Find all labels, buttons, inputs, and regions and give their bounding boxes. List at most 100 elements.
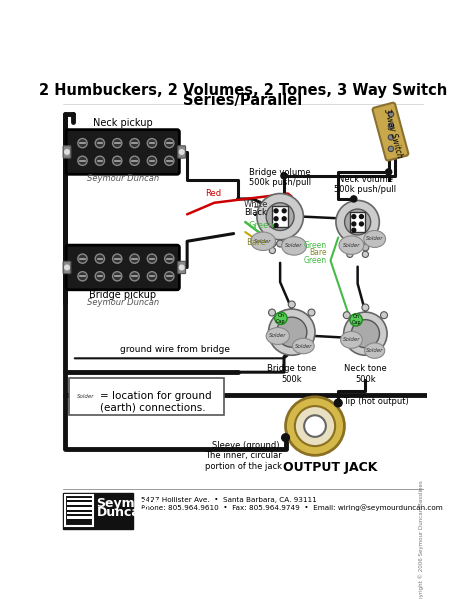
FancyBboxPatch shape [63,261,71,274]
Circle shape [350,314,362,326]
Circle shape [362,252,368,258]
Circle shape [78,254,87,264]
Ellipse shape [365,343,385,358]
Circle shape [130,138,139,148]
Text: Neck volume
500k push/pull: Neck volume 500k push/pull [334,175,396,194]
FancyBboxPatch shape [66,129,179,174]
Bar [65,495,93,526]
Text: Green: Green [303,256,327,265]
Text: = location for ground
(earth) connections.: = location for ground (earth) connection… [100,391,211,412]
Circle shape [112,138,122,148]
Text: ground wire from bridge: ground wire from bridge [120,346,230,355]
Circle shape [359,222,364,226]
Text: Solder: Solder [366,348,383,353]
Bar [63,493,133,530]
Circle shape [130,254,139,264]
Circle shape [288,301,295,308]
Circle shape [295,406,335,446]
Circle shape [164,254,174,264]
Ellipse shape [75,389,96,404]
Circle shape [95,272,104,281]
Text: Seymour: Seymour [96,497,159,510]
Text: Solder: Solder [295,343,312,349]
Text: 3-way Switch: 3-way Switch [383,108,404,159]
FancyBboxPatch shape [66,245,179,290]
Text: 2 Humbuckers, 2 Volumes, 2 Tones, 3 Way Switch: 2 Humbuckers, 2 Volumes, 2 Tones, 3 Way … [39,83,447,98]
Text: Solder: Solder [285,243,303,249]
Circle shape [282,209,286,213]
Text: Green: Green [248,222,274,231]
Circle shape [274,223,278,227]
Text: Solder: Solder [77,394,94,400]
Circle shape [112,156,122,165]
Circle shape [266,203,294,231]
Circle shape [362,304,369,311]
FancyBboxPatch shape [272,206,288,227]
Circle shape [78,272,87,281]
Text: Duncan.: Duncan. [96,506,154,519]
Circle shape [274,209,278,213]
Circle shape [95,138,104,148]
Circle shape [257,193,303,240]
Circle shape [269,240,276,247]
Bar [67,503,92,505]
Circle shape [344,312,387,355]
Circle shape [112,272,122,281]
FancyBboxPatch shape [178,261,186,274]
Circle shape [354,244,361,251]
Circle shape [130,272,139,281]
Text: Solder: Solder [366,237,383,241]
Text: Tip (hot output): Tip (hot output) [343,397,409,406]
Circle shape [95,254,104,264]
Circle shape [269,247,275,253]
Text: Seymour Duncan: Seymour Duncan [87,298,159,307]
Circle shape [336,201,379,244]
Circle shape [179,265,184,270]
Circle shape [352,228,356,232]
Text: Black: Black [244,208,266,217]
FancyBboxPatch shape [63,146,71,158]
Ellipse shape [341,331,362,348]
FancyBboxPatch shape [373,102,408,161]
Ellipse shape [364,231,385,247]
Circle shape [130,156,139,165]
Text: Phone: 805.964.9610  •  Fax: 805.964.9749  •  Email: wiring@seymourduncan.com: Phone: 805.964.9610 • Fax: 805.964.9749 … [141,504,442,512]
Text: Solder: Solder [255,239,272,244]
Circle shape [164,272,174,281]
Circle shape [277,317,307,347]
Circle shape [78,138,87,148]
Circle shape [304,415,326,437]
Text: Bridge pickup: Bridge pickup [89,290,156,300]
Text: On
Cap: On Cap [351,314,361,325]
Circle shape [351,320,380,347]
Text: Solder: Solder [343,337,360,343]
Text: Neck pickup: Neck pickup [93,118,153,128]
Circle shape [274,217,278,220]
Circle shape [351,196,357,202]
Circle shape [285,247,291,253]
Circle shape [64,150,69,155]
Circle shape [347,252,353,258]
Circle shape [147,156,156,165]
FancyBboxPatch shape [350,212,365,232]
FancyBboxPatch shape [69,379,224,415]
Text: Neck tone
500k: Neck tone 500k [344,364,387,384]
Circle shape [334,399,342,407]
Circle shape [343,311,350,319]
Circle shape [284,240,292,247]
Circle shape [388,111,394,117]
Circle shape [281,173,287,179]
Text: Series/Parallel: Series/Parallel [183,93,302,108]
Ellipse shape [292,338,314,353]
Circle shape [78,156,87,165]
Text: OUTPUT JACK: OUTPUT JACK [283,461,378,474]
Circle shape [147,272,156,281]
Circle shape [388,123,394,128]
Bar [67,507,92,510]
Ellipse shape [339,236,364,255]
Circle shape [164,138,174,148]
Circle shape [385,169,392,175]
Circle shape [362,244,369,251]
Text: Copyright © 2006 Seymour Duncan/Basslines: Copyright © 2006 Seymour Duncan/Bassline… [419,480,424,599]
Text: Seymour Duncan: Seymour Duncan [87,174,159,183]
